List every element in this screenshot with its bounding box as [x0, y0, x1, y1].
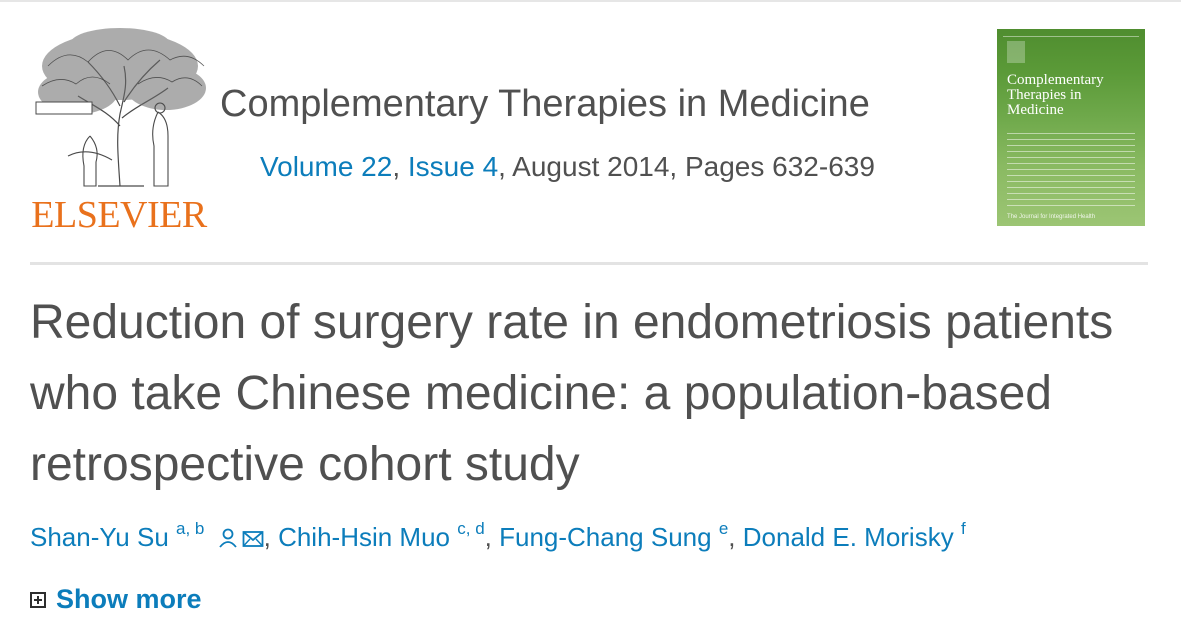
show-more-button[interactable]: Show more [30, 584, 202, 615]
top-rule [0, 0, 1181, 2]
journal-title: Complementary Therapies in Medicine [220, 83, 1000, 126]
cover-contents-lines [1007, 133, 1135, 211]
author-1-affiliations[interactable]: a, b [176, 519, 205, 539]
cover-emblem-icon [1007, 41, 1025, 63]
author-link-3[interactable]: Fung-Chang Sung [499, 522, 712, 552]
cover-footer: The Journal for Integrated Health [1007, 214, 1096, 220]
journal-cover-image[interactable]: Complementary Therapies in Medicine The … [997, 29, 1145, 226]
person-icon[interactable] [218, 524, 238, 555]
author-link-4[interactable]: Donald E. Morisky [742, 522, 954, 552]
author-3-affiliations[interactable]: e [718, 519, 729, 539]
author-link-1[interactable]: Shan-Yu Su [30, 522, 169, 552]
author-separator: , [263, 522, 279, 552]
plus-box-icon [30, 591, 46, 608]
issue-link[interactable]: Issue 4 [407, 151, 499, 182]
journal-title-link[interactable]: Complementary Therapies in Medicine [220, 83, 870, 125]
author-separator: , [728, 522, 743, 552]
author-2-affiliations[interactable]: c, d [457, 519, 485, 539]
article-title: Reduction of surgery rate in endometrios… [30, 296, 1114, 491]
issue-separator: , [392, 151, 408, 182]
issue-line: Volume 22, Issue 4, August 2014, Pages 6… [260, 151, 875, 183]
publisher-wordmark: ELSEVIER [31, 194, 207, 236]
author-list: Shan-Yu Su a, b , Chih-Hsin Muo c, d, Fu… [30, 519, 966, 555]
issue-date-pages: , August 2014, Pages 632-639 [498, 151, 875, 182]
show-more-label: Show more [56, 584, 202, 614]
cover-title: Complementary Therapies in Medicine [1007, 72, 1104, 118]
author-4-affiliations[interactable]: f [960, 519, 966, 539]
elsevier-tree-icon [35, 28, 206, 187]
author-link-2[interactable]: Chih-Hsin Muo [278, 522, 451, 552]
author-separator: , [484, 522, 500, 552]
header-divider [30, 262, 1148, 265]
volume-link[interactable]: Volume 22 [260, 151, 393, 182]
elsevier-logo[interactable]: ELSEVIER [28, 26, 210, 234]
cover-header-rule [1003, 33, 1139, 37]
envelope-icon[interactable] [242, 524, 264, 555]
